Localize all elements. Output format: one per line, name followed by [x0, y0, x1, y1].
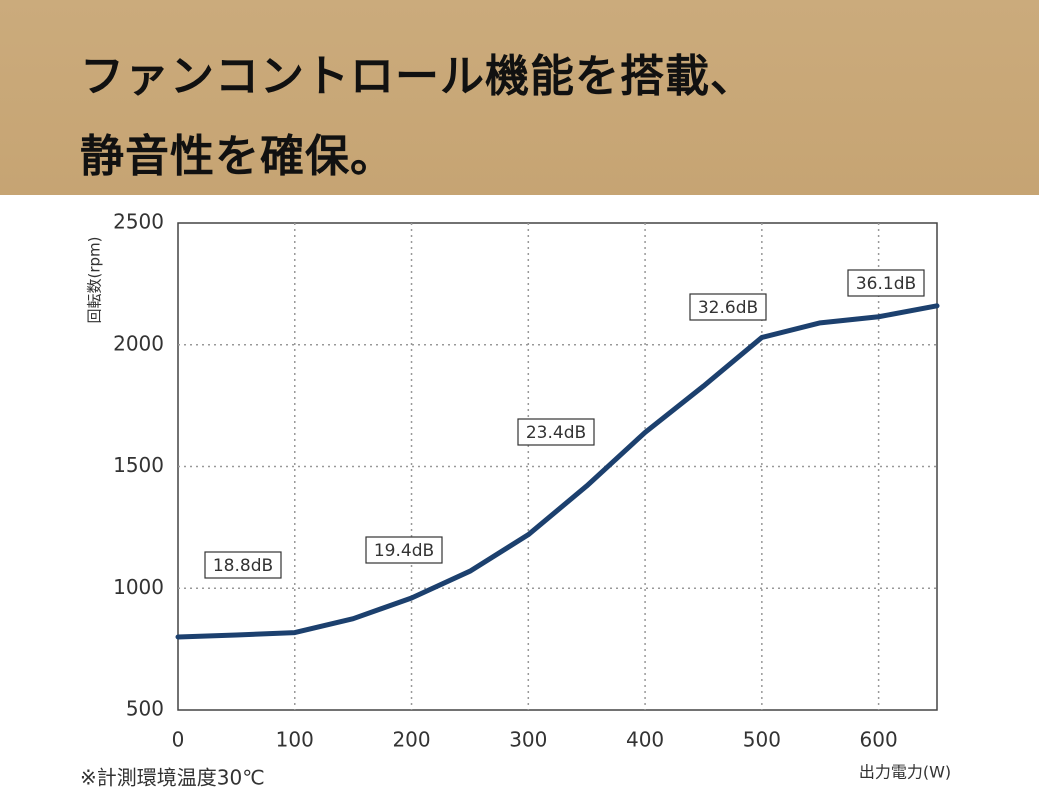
y-tick-label: 500	[126, 697, 164, 721]
note: ※計測環境温度30℃	[80, 766, 265, 790]
annotation: 23.4dB	[526, 423, 586, 443]
banner: ファンコントロール機能を搭載、 静音性を確保。	[0, 0, 1039, 195]
x-tick-label: 400	[626, 728, 664, 752]
y-tick-label: 2000	[113, 331, 164, 355]
headline: 静音性を確保。	[80, 131, 395, 182]
y-tick-label: 1500	[113, 453, 164, 477]
annotation: 36.1dB	[856, 274, 916, 294]
x-tick-label: 300	[509, 728, 547, 752]
y-tick-label: 1000	[113, 575, 164, 599]
x-axis-label: 出力電力(W)	[859, 763, 951, 782]
y-tick-label: 2500	[113, 210, 164, 234]
annotation: 32.6dB	[698, 298, 758, 318]
x-tick-label: 0	[172, 728, 185, 752]
x-tick-label: 100	[276, 728, 314, 752]
annotation-box	[847, 269, 925, 297]
x-tick-label: 500	[743, 728, 781, 752]
headline: ファンコントロール機能を搭載、	[80, 51, 755, 102]
x-tick-label: 200	[392, 728, 430, 752]
annotation-box	[204, 551, 282, 579]
line	[175, 303, 940, 640]
annotation: 18.8dB	[213, 556, 273, 576]
annotation: 19.4dB	[374, 541, 434, 561]
annotation-box	[517, 418, 595, 446]
y-axis-label: 回転数(rpm)	[86, 236, 104, 323]
annotation-box	[365, 536, 443, 564]
x-tick-label: 600	[860, 728, 898, 752]
annotation-box	[689, 293, 767, 321]
